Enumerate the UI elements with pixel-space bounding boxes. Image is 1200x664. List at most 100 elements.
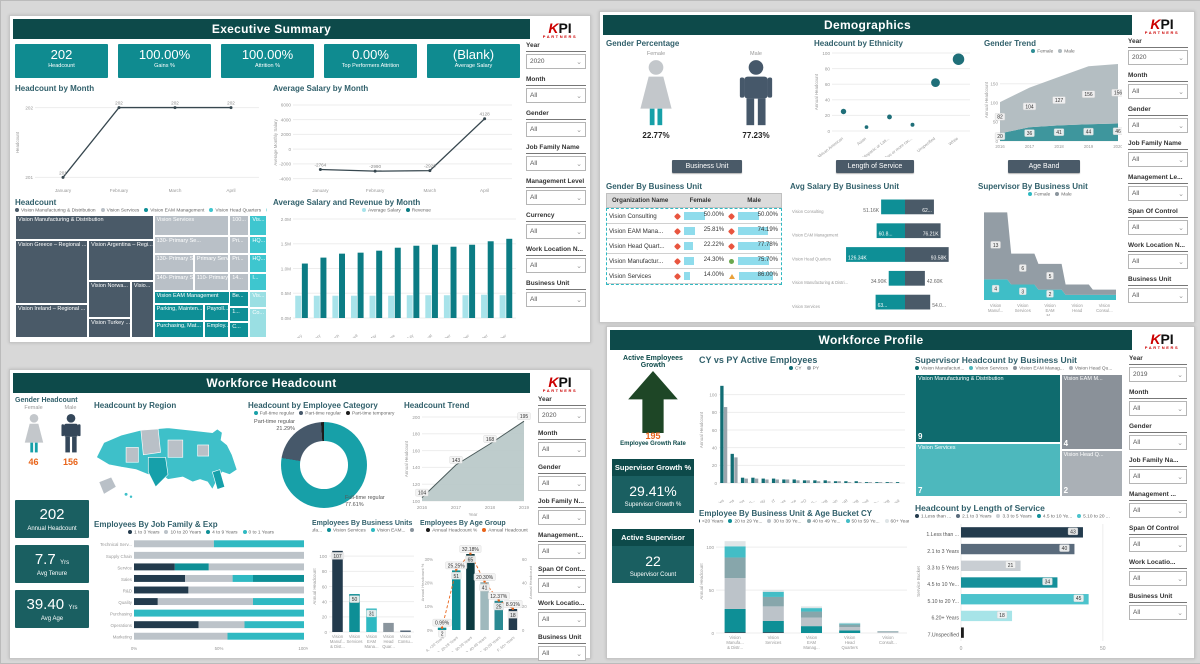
filter-dropdown[interactable]: All ⌄ (526, 190, 586, 205)
filter-dropdown[interactable]: All ⌄ (1129, 435, 1187, 450)
filter-dropdown[interactable]: All ⌄ (538, 578, 586, 593)
filter-dropdown[interactable]: 2020 ⌄ (1128, 50, 1188, 65)
table-row[interactable]: Vision EAM Mana... 25.81% 74.19% (607, 224, 781, 239)
length-of-service-button[interactable]: Length of Service (836, 160, 914, 173)
filter-dropdown[interactable]: All ⌄ (538, 442, 586, 457)
chart-headcount-by-employee-category[interactable]: Headcount by Employee Category Full-time… (248, 401, 400, 517)
filter-dropdown[interactable]: All ⌄ (526, 156, 586, 171)
chart-headcount-trend[interactable]: Headcount Trend 100 120 140 160 180 200 Annual… (404, 401, 531, 517)
kpi-card[interactable]: 100.00% Gains % (118, 44, 211, 78)
chart-headcount-by-region[interactable]: Headcount by Region (94, 401, 244, 515)
chart-average-salary-and-revenue[interactable]: Average Salary and Revenue by Month Aver… (273, 198, 520, 338)
treemap-tile[interactable]: Purchasing, Mat... (153, 320, 204, 338)
filter-dropdown[interactable]: All ⌄ (526, 292, 586, 307)
chart-avg-salary-by-business-unit[interactable]: Avg Salary By Business Unit Vision Consu… (790, 182, 949, 310)
filter-dropdown[interactable]: All ⌄ (1129, 503, 1187, 518)
treemap-tile[interactable]: Primary Servi... (193, 254, 230, 273)
filter-dropdown[interactable]: All ⌄ (526, 224, 586, 239)
treemap-tile[interactable]: Vision Manufacturing & Distribution 9 (915, 374, 1061, 443)
filter-dropdown[interactable]: All ⌄ (538, 612, 586, 627)
gender-by-business-unit-table[interactable]: Gender By Business Unit Organization Nam… (606, 182, 782, 316)
chart-average-salary-by-month[interactable]: Average Salary by Month -4000 -2000 0 2000 4… (273, 84, 512, 193)
treemap-tile[interactable]: Visio... (130, 281, 154, 338)
kpi-card[interactable]: 0.00% Top Performers Attrition (324, 44, 417, 78)
chart-gender-headcount[interactable]: Gender Headcount Female 46 Male (15, 397, 89, 497)
table-row[interactable]: Vision Head Quart... 22.22% 77.78% (607, 239, 781, 254)
chart-headcount-by-length-of-service[interactable]: Headcount by Length of Service 1.Less th… (915, 503, 1123, 653)
treemap-tile[interactable]: Pri... (229, 235, 250, 255)
treemap-tile[interactable]: I... (249, 272, 267, 292)
filter-dropdown[interactable]: All ⌄ (1128, 152, 1188, 167)
filter-dropdown[interactable]: All ⌄ (1129, 537, 1187, 552)
chart-employees-by-business-units[interactable]: Employees By Business Units Vision Manuf… (312, 520, 416, 652)
chart-headcount-treemap[interactable]: Headcount Vision Manufacturing & Distrib… (15, 198, 267, 338)
chart-headcount-by-ethnicity[interactable]: Headcount by Ethnicity 0 20 40 60 80 100 Annua… (814, 39, 974, 157)
chart-employee-by-bu-age-bucket[interactable]: Employee By Business Unit & Age Bucket C… (699, 509, 909, 653)
treemap-tile[interactable]: Vision Ireland – Regional ... (15, 303, 89, 338)
treemap-tile[interactable]: Vision Norwa... (88, 281, 131, 319)
chart-gender-percentage[interactable]: Gender Percentage Female 22.77% Male (606, 39, 806, 159)
treemap-tile[interactable]: Vision EAM M... 4 (1060, 374, 1123, 451)
kpi-card[interactable]: 202 Annual Headcount (15, 500, 89, 538)
table-row[interactable]: Vision Consulting 50.00% 50.00% (607, 209, 781, 224)
treemap-tile[interactable]: Vis... (249, 215, 267, 236)
filter-dropdown[interactable]: All ⌄ (1128, 186, 1188, 201)
treemap-tile[interactable]: Vision Head Q... 2 (1060, 450, 1123, 497)
age-band-button[interactable]: Age Band (1008, 160, 1080, 173)
treemap-tile[interactable]: HQ... (249, 235, 267, 255)
kpi-card[interactable]: 39.40 Yrs Avg Age (15, 590, 89, 628)
treemap-tile[interactable]: Vision Services 7 (915, 442, 1061, 497)
table-row[interactable]: Vision Services 14.00% 86.00% (607, 269, 781, 284)
filter-dropdown[interactable]: All ⌄ (1129, 469, 1187, 484)
table-row[interactable]: Vision Manufactur... 24.30% 75.70% (607, 254, 781, 269)
treemap-tile[interactable]: Co... (249, 308, 267, 338)
chart-gender-trend[interactable]: Gender Trend Female Male 0 50 100 150 Annual … (984, 39, 1122, 157)
filter-dropdown[interactable]: All ⌄ (538, 510, 586, 525)
filter-dropdown[interactable]: All ⌄ (1128, 84, 1188, 99)
chart-cy-vs-py-active-employees[interactable]: CY vs PY Active Employees CY PY 0 20 40 60 80… (699, 355, 909, 503)
filter-dropdown[interactable]: 2019 ⌄ (1129, 367, 1187, 382)
chart-supervisor-headcount-treemap[interactable]: Supervisor Headcount by Business Unit Vi… (915, 355, 1123, 497)
filter-dropdown[interactable]: All ⌄ (538, 544, 586, 559)
filter-dropdown[interactable]: All ⌄ (1129, 605, 1187, 620)
treemap-tile[interactable]: Vision Turkey ... (88, 318, 131, 338)
filter-dropdown[interactable]: All ⌄ (526, 258, 586, 273)
treemap-tile[interactable]: Vision Greece – Regional ... (15, 239, 89, 304)
kpi-card[interactable]: (Blank) Average Salary (427, 44, 520, 78)
treemap-tile[interactable]: 140- Primary Se... (153, 272, 194, 292)
treemap-tile[interactable]: 14... (229, 272, 250, 292)
kpi-card[interactable]: 7.7 Yrs Avg Tenure (15, 545, 89, 583)
treemap-tile[interactable]: Vision Services (153, 215, 230, 236)
filter-dropdown[interactable]: 2020 ⌄ (526, 54, 586, 69)
kpi-card[interactable]: 100.00% Attrition % (221, 44, 314, 78)
treemap-tile[interactable]: Pri... (229, 254, 250, 273)
chart-employees-by-job-family[interactable]: Employees By Job Family & Exp 1 to 3 Yea… (94, 520, 308, 652)
filter-dropdown[interactable]: All ⌄ (538, 646, 586, 661)
filter-dropdown[interactable]: All ⌄ (1129, 401, 1187, 416)
filter-dropdown[interactable]: All ⌄ (526, 88, 586, 103)
treemap-tile[interactable]: Vis... (249, 291, 267, 309)
filter-dropdown[interactable]: All ⌄ (1128, 254, 1188, 269)
kpi-card[interactable]: 202 Headcount (15, 44, 108, 78)
treemap-tile[interactable]: Vision Manufacturing & Distribution (15, 215, 154, 240)
treemap-tile[interactable]: C... (229, 322, 250, 338)
chart-supervisor-by-business-unit[interactable]: Supervisor By Business Unit Female Male 4… (978, 182, 1122, 316)
treemap-tile[interactable]: 1... (229, 307, 250, 322)
treemap-tile[interactable]: Be... (229, 291, 250, 308)
treemap-tile[interactable]: Payroll... (204, 303, 230, 321)
treemap-tile[interactable]: Vision Argentina – Regi... (88, 239, 154, 282)
chart-employees-by-age-group[interactable]: Employees By Age Group Annual Headcount … (420, 520, 534, 652)
treemap-tile[interactable]: 110- Primary... (193, 272, 230, 292)
chart-headcount-by-month[interactable]: Headcount by Month 201 202 Headcount 201 Jan… (15, 84, 259, 193)
filter-dropdown[interactable]: All ⌄ (1129, 571, 1187, 586)
treemap-tile[interactable]: Parking, Mainten... (153, 303, 204, 321)
filter-dropdown[interactable]: All ⌄ (538, 476, 586, 491)
filter-dropdown[interactable]: All ⌄ (1128, 118, 1188, 133)
business-unit-button[interactable]: Business Unit (672, 160, 742, 173)
treemap-tile[interactable]: Employ... (204, 320, 230, 338)
treemap-tile[interactable]: HQ... (249, 254, 267, 273)
filter-dropdown[interactable]: All ⌄ (1128, 220, 1188, 235)
filter-dropdown[interactable]: 2020 ⌄ (538, 408, 586, 423)
treemap-tile[interactable]: 100... (229, 215, 250, 236)
treemap-tile[interactable]: 130- Primary Se... (153, 254, 194, 273)
